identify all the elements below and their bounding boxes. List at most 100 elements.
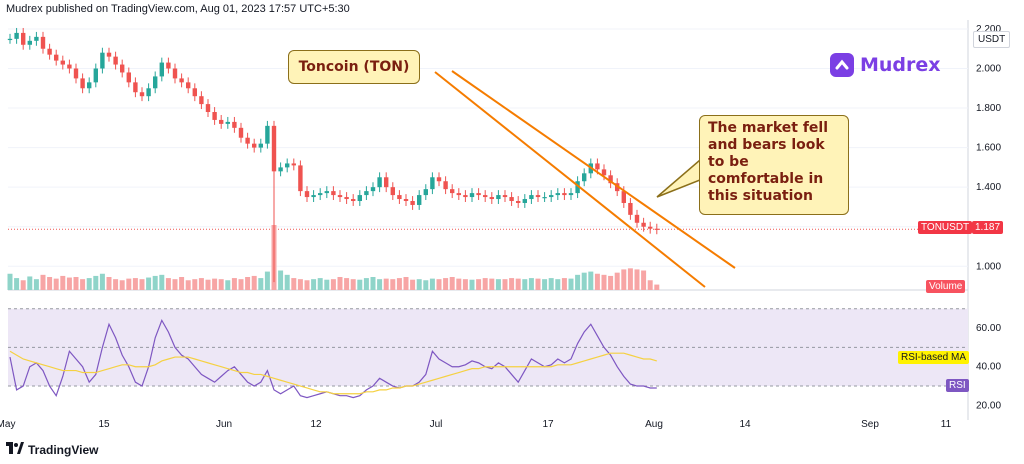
price-tick-label: 1.400 [976,182,1001,193]
last-price-label: 1.187 [972,221,1004,234]
volume-bar [179,277,185,290]
candle-body [483,195,488,198]
volume-bar [535,278,541,290]
volume-bar [20,280,26,290]
candle-body [641,222,646,227]
tradingview-logo-icon [6,442,24,457]
volume-bar [291,278,297,290]
volume-bar [185,280,191,290]
volume-bar [350,279,356,290]
candle-body [80,78,85,89]
candle-body [252,143,257,148]
candle-body [370,187,376,192]
candle-body [179,78,184,83]
candle-body [331,191,336,196]
tradingview-footer[interactable]: TradingView [6,442,98,457]
candle-body [403,199,409,202]
candle-body [549,195,554,198]
volume-bar [443,278,449,290]
volume-bar [515,278,521,290]
volume-bar [93,275,99,290]
volume-bar [159,274,165,290]
rsi-ma-label: RSI-based MA [898,351,970,364]
volume-bar [608,275,614,290]
volume-bar [594,273,600,290]
candle-body [271,125,277,172]
candle-body [21,32,26,45]
volume-bar [396,278,402,290]
candle-body [291,163,296,166]
candle-body [397,195,402,200]
candle-body [186,82,191,89]
volume-bar [482,278,488,290]
currency-label[interactable]: USDT [973,31,1011,48]
volume-bar [568,278,574,290]
candle-body [423,189,428,196]
volume-bar [370,277,376,290]
rsi-tick-label: 60.00 [976,323,1001,334]
x-tick-label: 17 [542,419,554,430]
volume-bar [205,279,211,290]
candle-body [100,52,105,69]
volume-bar [165,278,171,290]
candle-body [430,177,435,190]
candle-body [337,195,343,198]
candle-body [601,169,607,176]
volume-bar [47,277,53,290]
volume-bar [456,278,462,290]
volume-bar [390,279,396,290]
volume-bar [324,279,330,290]
title-callout: Toncoin (TON) [288,50,420,84]
candle-body [304,191,310,198]
candle-body [463,195,468,198]
candle-body [7,38,13,41]
mudrex-logo-icon [830,53,854,77]
candle-body [139,92,145,97]
candle-body [608,175,613,184]
x-tick-label: Aug [645,419,663,430]
volume-bar [80,279,86,290]
volume-bar [245,277,251,290]
volume-bar [146,277,152,290]
candle-body [654,228,659,230]
candle-body [113,56,118,65]
publish-header: Mudrex published on TradingView.com, Aug… [6,3,350,15]
candle-body [516,201,521,203]
candle-body [245,137,250,144]
volume-bar [548,278,554,290]
volume-bar [66,277,72,290]
candle-body [238,127,244,138]
channel-line-lower [434,71,706,288]
candle-body [87,82,92,89]
candle-body [232,121,237,128]
candle-body [146,88,151,97]
candle-body [318,193,323,196]
volume-bar [654,284,660,290]
candle-body [93,68,98,83]
volume-bar [139,279,145,290]
volume-bar [522,279,528,290]
candle-body [278,167,283,172]
volume-bar [647,280,653,290]
candle-body [258,143,263,148]
volume-bar [436,279,442,290]
volume-bar [410,279,416,290]
volume-bar [337,277,343,290]
volume-bar [575,274,581,290]
candle-body [27,40,32,45]
price-tick-label: 1.000 [976,261,1001,272]
candle-body [47,48,52,55]
rsi-tick-label: 20.00 [976,400,1001,411]
price-tick-label: 2.200 [976,24,1001,35]
candle-body [377,177,382,188]
candle-body [34,36,39,41]
candle-body [219,119,224,124]
candle-body [60,60,65,65]
volume-bar [172,279,178,290]
volume-bar [119,280,125,290]
price-tick-label: 1.600 [976,143,1001,154]
candle-body [192,88,197,97]
volume-bar [509,278,515,290]
volume-bar [231,278,237,290]
